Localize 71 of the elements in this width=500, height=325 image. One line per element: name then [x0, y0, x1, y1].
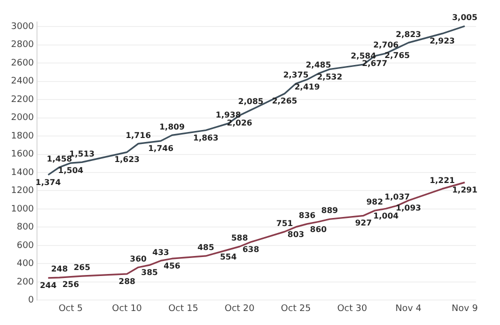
y-tick-label: 2000	[11, 113, 34, 124]
data-label: 2,485	[306, 60, 332, 70]
y-tick-label: 0	[28, 296, 34, 306]
data-label: 927	[355, 218, 372, 228]
data-label: 2,923	[430, 36, 455, 46]
y-tick-label: 2400	[11, 76, 34, 87]
data-label: 1,938	[216, 110, 242, 120]
y-tick-label: 2600	[11, 58, 34, 68]
x-tick-label: Oct 20	[224, 304, 255, 314]
x-tick-label: Nov 4	[395, 304, 422, 314]
data-label: 1,374	[36, 178, 62, 187]
data-label: 1,504	[58, 166, 84, 176]
data-label: 1,037	[384, 192, 410, 202]
data-label: 2,823	[396, 30, 422, 39]
data-label: 456	[164, 262, 181, 271]
y-tick-label: 400	[16, 259, 34, 270]
data-label: 1,221	[430, 176, 456, 185]
data-label: 1,863	[193, 133, 218, 142]
data-label: 2,026	[226, 118, 253, 128]
y-tick-label: 200	[16, 277, 34, 288]
data-label: 1,291	[452, 186, 478, 195]
y-tick-label: 1200	[11, 186, 34, 196]
data-label: 256	[62, 280, 80, 289]
data-label: 1,746	[148, 144, 174, 154]
x-tick-label: Oct 30	[337, 304, 368, 314]
data-label: 2,677	[362, 59, 388, 68]
data-label: 1,809	[159, 122, 186, 132]
data-label: 433	[152, 248, 170, 257]
data-label: 485	[197, 243, 215, 252]
x-tick-label: Oct 5	[58, 304, 83, 314]
x-tick-label: Oct 10	[112, 304, 142, 314]
data-label: 288	[118, 277, 136, 286]
data-label: 2,765	[384, 51, 410, 60]
data-label: 803	[288, 230, 304, 240]
y-tick-label: 1600	[11, 150, 34, 160]
data-label: 751	[276, 218, 294, 228]
data-label: 860	[310, 224, 328, 234]
y-tick-label: 1400	[11, 168, 34, 178]
data-label: 360	[130, 254, 148, 264]
data-label: 1,716	[126, 130, 152, 140]
y-tick-label: 1800	[11, 131, 34, 142]
data-label: 588	[231, 234, 248, 243]
data-label: 385	[141, 268, 158, 278]
y-tick-label: 600	[16, 240, 34, 251]
data-label: 3,005	[452, 13, 478, 22]
x-tick-label: Nov 9	[452, 304, 478, 314]
data-label: 244	[40, 281, 57, 290]
data-label: 1,004	[373, 212, 400, 221]
data-label: 2,419	[294, 82, 320, 92]
data-label: 2,085	[238, 97, 264, 106]
data-label: 1,623	[114, 155, 140, 164]
y-tick-label: 1000	[11, 204, 34, 214]
data-label: 2,375	[283, 70, 309, 80]
data-label: 2,532	[316, 72, 342, 82]
y-tick-label: 800	[16, 222, 34, 233]
data-label: 2,265	[272, 96, 298, 106]
data-label: 248	[51, 264, 68, 274]
data-label: 836	[298, 211, 316, 220]
data-label: 554	[220, 252, 238, 262]
data-label: 1,093	[396, 204, 422, 213]
data-label: 265	[74, 263, 91, 272]
data-label: 638	[242, 245, 260, 254]
data-label: 982	[366, 198, 384, 207]
y-tick-label: 2800	[11, 40, 34, 50]
data-label: 889	[321, 206, 338, 216]
x-tick-label: Oct 25	[280, 304, 311, 314]
data-label: 2,584	[350, 52, 376, 61]
y-tick-label: 3000	[11, 22, 34, 32]
data-label: 2,706	[373, 40, 400, 50]
x-tick-label: Oct 15	[168, 304, 198, 314]
y-tick-label: 2200	[11, 94, 34, 105]
